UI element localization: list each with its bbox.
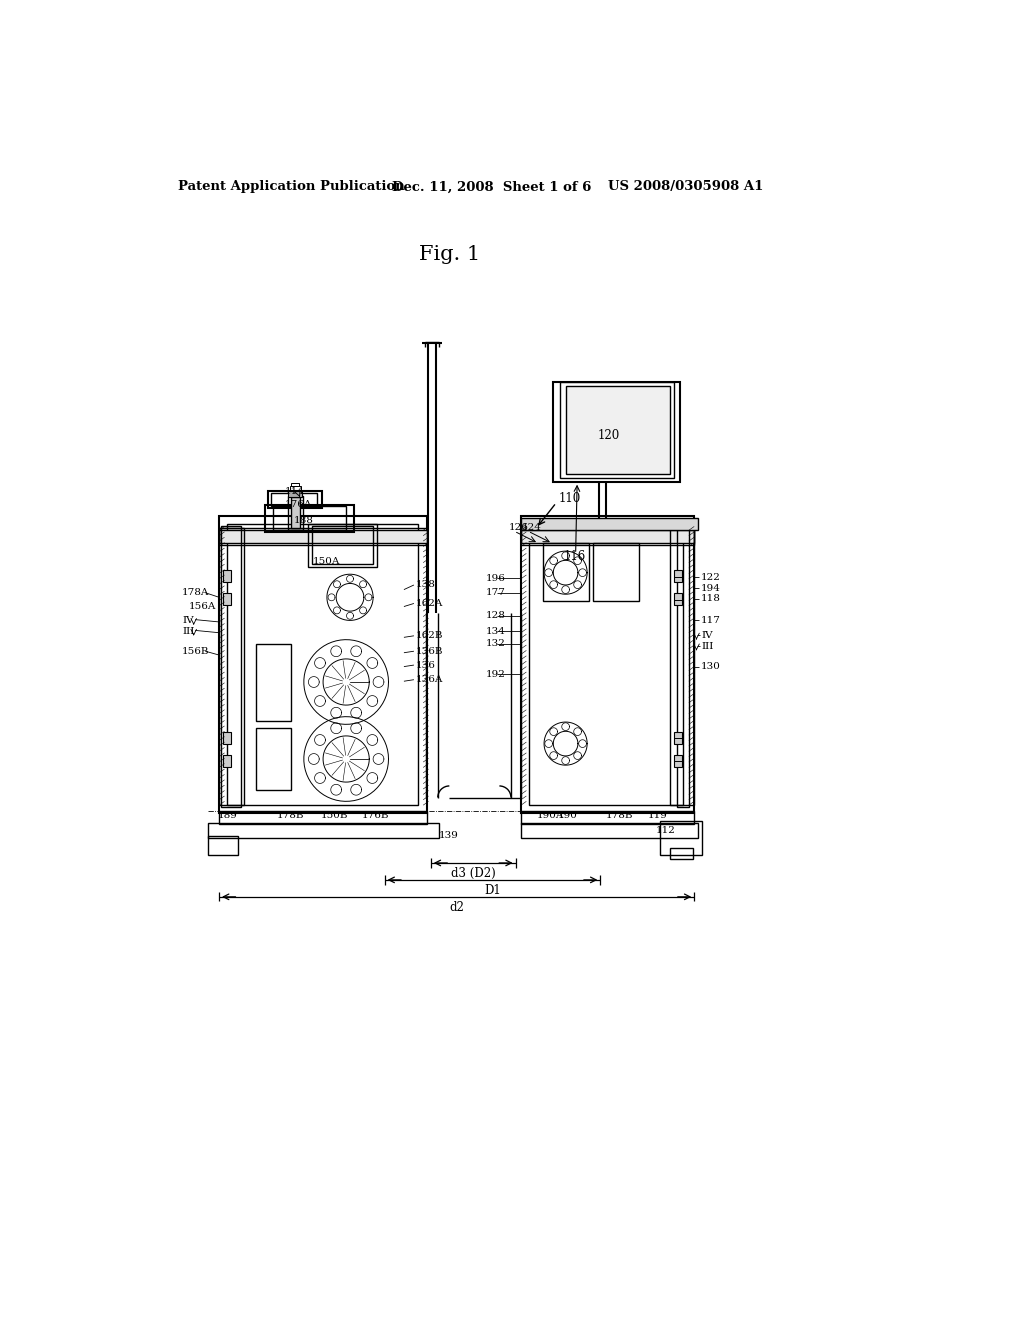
Bar <box>223 755 230 767</box>
Bar <box>659 821 701 855</box>
Bar <box>221 525 241 807</box>
Bar <box>219 528 427 545</box>
Text: 136A: 136A <box>416 676 442 684</box>
Bar <box>521 516 694 813</box>
Text: 116: 116 <box>564 550 587 564</box>
Bar <box>208 822 438 838</box>
Bar <box>270 492 316 507</box>
Text: 138: 138 <box>416 581 435 590</box>
Bar <box>288 496 303 529</box>
Bar <box>291 498 300 528</box>
Text: 178B: 178B <box>605 810 633 820</box>
Text: 176A: 176A <box>285 500 312 510</box>
Text: 119: 119 <box>648 810 668 820</box>
Bar <box>223 733 230 743</box>
Text: 178A: 178A <box>182 589 210 597</box>
Text: 112: 112 <box>655 826 676 836</box>
Text: 124: 124 <box>521 524 542 532</box>
Text: 130: 130 <box>700 663 720 671</box>
Text: 178B: 178B <box>276 810 304 820</box>
Bar <box>674 755 682 767</box>
Bar <box>553 381 680 482</box>
Bar <box>543 544 589 601</box>
Text: 196: 196 <box>485 574 506 582</box>
Text: 190: 190 <box>558 810 578 820</box>
Text: 120: 120 <box>598 429 621 442</box>
Text: Dec. 11, 2008  Sheet 1 of 6: Dec. 11, 2008 Sheet 1 of 6 <box>392 181 592 194</box>
Bar <box>289 491 302 498</box>
Bar <box>670 847 692 859</box>
Text: 118: 118 <box>700 594 720 603</box>
Bar <box>521 529 694 544</box>
Bar <box>267 491 322 508</box>
Text: 110: 110 <box>559 492 581 506</box>
Bar <box>290 487 301 491</box>
Bar <box>223 594 230 605</box>
Text: 194: 194 <box>700 583 720 593</box>
Text: 150B: 150B <box>321 810 348 820</box>
Text: 150A: 150A <box>313 557 340 565</box>
Text: 128: 128 <box>485 611 506 620</box>
Bar <box>565 385 670 474</box>
Text: 136B: 136B <box>416 647 443 656</box>
Text: 117: 117 <box>700 616 720 624</box>
Bar <box>219 516 427 813</box>
Bar <box>593 544 639 601</box>
Text: 162B: 162B <box>416 631 443 640</box>
Bar <box>265 506 354 532</box>
Text: III: III <box>701 642 715 651</box>
Text: 156B: 156B <box>182 647 210 656</box>
Bar <box>521 517 698 529</box>
Bar <box>256 729 291 789</box>
Bar <box>560 381 674 478</box>
Text: 136: 136 <box>416 660 435 669</box>
Bar <box>311 525 373 564</box>
Bar <box>219 810 427 825</box>
Text: 162A: 162A <box>416 599 442 609</box>
Bar <box>677 525 689 807</box>
Bar <box>256 644 291 721</box>
Text: 122: 122 <box>700 573 720 582</box>
Text: 192: 192 <box>485 669 506 678</box>
Text: 188: 188 <box>294 516 313 525</box>
Text: d2: d2 <box>450 902 464 915</box>
Bar <box>292 483 299 487</box>
Text: IV: IV <box>701 631 714 640</box>
Bar <box>273 507 346 529</box>
Text: 132: 132 <box>485 639 506 648</box>
Text: US 2008/0305908 A1: US 2008/0305908 A1 <box>608 181 763 194</box>
Text: 114: 114 <box>285 487 304 495</box>
Bar <box>674 733 682 743</box>
Text: 134: 134 <box>485 627 506 636</box>
Text: IV: IV <box>183 616 195 624</box>
Text: Fig. 1: Fig. 1 <box>420 246 480 264</box>
Text: Patent Application Publication: Patent Application Publication <box>178 181 406 194</box>
Text: 177: 177 <box>485 589 506 597</box>
Bar <box>670 528 694 805</box>
Bar <box>521 822 698 838</box>
Text: 156A: 156A <box>189 602 216 611</box>
Text: 190A: 190A <box>537 810 564 820</box>
Bar <box>674 570 682 582</box>
Text: D1: D1 <box>484 884 501 898</box>
Text: 126: 126 <box>509 524 528 532</box>
Bar <box>674 594 682 605</box>
Bar <box>219 528 244 805</box>
Text: 139: 139 <box>438 832 459 841</box>
Text: d3 (D2): d3 (D2) <box>451 867 496 880</box>
Bar <box>208 836 239 855</box>
Bar <box>521 810 694 825</box>
Bar <box>226 524 418 805</box>
Bar <box>521 528 694 545</box>
Bar <box>528 524 683 805</box>
Text: III: III <box>183 627 196 636</box>
Text: 189: 189 <box>217 810 238 820</box>
Bar <box>219 529 427 544</box>
Bar <box>223 570 230 582</box>
Bar <box>307 524 377 566</box>
Text: 176B: 176B <box>361 810 389 820</box>
